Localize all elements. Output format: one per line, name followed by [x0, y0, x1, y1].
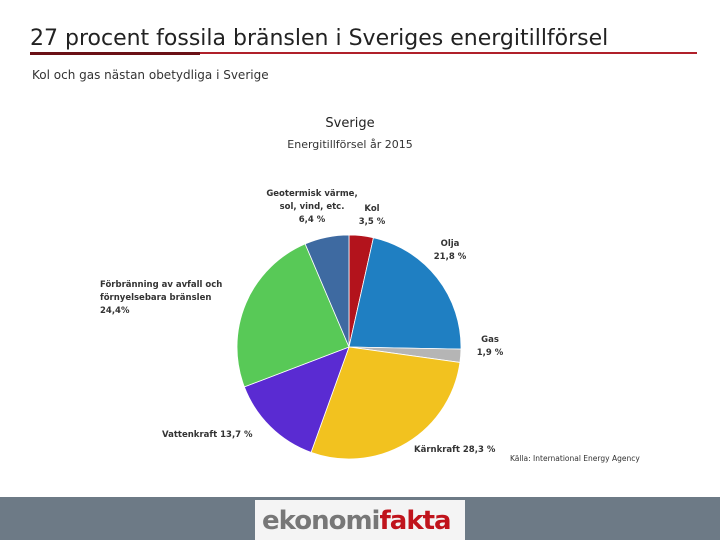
- slice-label: Förbränning av avfall och förnyelsebara …: [100, 279, 240, 318]
- category-label: Förbränning av avfall och förnyelsebara …: [100, 280, 223, 303]
- category-label: Olja: [440, 239, 460, 249]
- chart-title: Sverige: [325, 116, 375, 131]
- slice-label: Olja 21,8 %: [430, 238, 470, 264]
- category-label: Vattenkraft: [162, 430, 218, 440]
- pie-slice: [310, 346, 461, 460]
- logo-box: [255, 500, 465, 540]
- pie-slice: [236, 243, 350, 388]
- source: Källa: International Energy Agency: [510, 454, 640, 463]
- logo-part: ekonomi: [262, 506, 380, 536]
- value-label: 24,4%: [100, 306, 130, 316]
- slide-title: 27 procent fossila bränslen i Sveriges e…: [30, 26, 609, 51]
- title-rule: [30, 52, 697, 54]
- value-label: 1,9 %: [476, 348, 504, 358]
- category-label: Gas: [481, 335, 499, 345]
- value-label: 21,8 %: [433, 252, 467, 262]
- slice-label: Gas 1,9 %: [470, 334, 510, 360]
- category-label: Kol: [364, 204, 380, 214]
- value-label: 13,7 %: [220, 430, 253, 440]
- logo: ekonomifakta: [262, 506, 452, 536]
- value-label: 3,5 %: [358, 217, 386, 227]
- logo-part: fakta: [379, 506, 451, 536]
- value-label: 6,4 %: [298, 215, 326, 225]
- pie-slice: [304, 234, 350, 348]
- pie-slice: [243, 346, 350, 453]
- pie-slice: [348, 237, 462, 350]
- slice-label: Geotermisk värme, sol, vind, etc. 6,4 %: [262, 188, 362, 227]
- chart-subtitle: Energitillförsel år 2015: [287, 138, 413, 151]
- slice-label: Kol 3,5 %: [352, 203, 392, 229]
- slice-label: Kärnkraft 28,3 %: [414, 444, 514, 457]
- slide-subtitle: Kol och gas nästan obetydliga i Sverige: [32, 68, 269, 82]
- category-label: Kärnkraft: [414, 445, 460, 455]
- value-label: 28,3 %: [462, 445, 496, 455]
- title-rule-dark: [30, 52, 200, 55]
- category-label: Geotermisk värme, sol, vind, etc.: [266, 189, 358, 212]
- slice-label: Vattenkraft 13,7 %: [162, 429, 272, 442]
